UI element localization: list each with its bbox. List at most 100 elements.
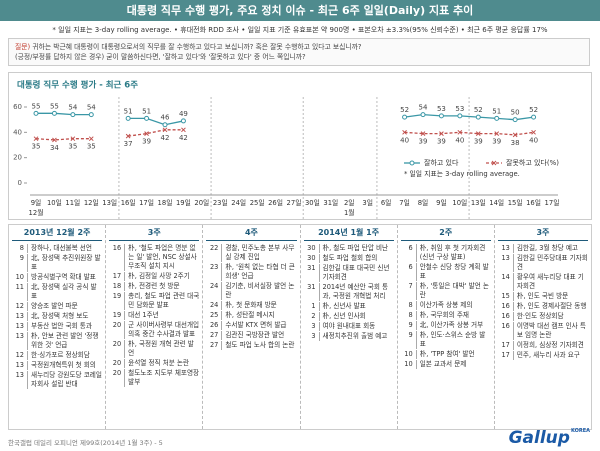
x-tick-label: 8일 — [418, 198, 429, 207]
event-text: 朴, 신년사 발표 — [322, 302, 366, 310]
event-item: 10 방공식별구역 확대 발표 — [12, 273, 102, 282]
event-item: 3 여야 원내대표 회동 — [304, 322, 394, 331]
event-text: 경찰, 민주노총 본부 사무실 강제 진입 — [225, 244, 295, 261]
data-label: 53 — [437, 105, 446, 113]
point — [144, 131, 149, 136]
data-label: 54 — [87, 104, 96, 112]
event-day: 6 — [401, 244, 417, 262]
event-text: 윤석열 정직 처분 논란 — [128, 359, 190, 367]
x-tick-label: 11일 — [65, 198, 80, 207]
event-text: 민주, 새누리 사과 요구 — [516, 351, 580, 359]
x-tick-label: 6일 — [381, 198, 392, 207]
x-tick-label: 17일 — [139, 198, 154, 207]
x-tick-label: 13일 — [471, 198, 486, 207]
data-label: 39 — [474, 138, 483, 146]
event-text: 朴, 'TPP 참여' 발언 — [419, 350, 475, 358]
event-text: 김기춘, 비서실장 발언 논란 — [225, 282, 295, 299]
event-text: 총리, 철도 파업 관련 대국민 담화문 발표 — [128, 292, 200, 309]
event-day: 17 — [498, 341, 514, 350]
point — [438, 113, 444, 119]
event-day: 11 — [12, 283, 28, 301]
event-text: 朴, 취임 후 첫 기자회견 (신년 구상 발표) — [419, 244, 486, 261]
week-title: 2주 — [400, 227, 491, 241]
week-column: 3주 16 朴, '철도 파업은 명분 없는 일' 발언, NSC 상설사무조직 설… — [106, 225, 204, 429]
event-text: 군 사이버사령부 대선개입 의혹 중간 수사결과 발표 — [128, 321, 200, 338]
x-tick-label: 25일 — [250, 198, 265, 207]
point — [494, 115, 500, 121]
event-day: 10 — [401, 360, 417, 369]
logo-name: Gallup — [508, 428, 570, 448]
point — [52, 137, 57, 143]
header-title: 대통령 직무 수행 평가, 주요 정치 이슈 - 최근 6주 일일(Daily)… — [0, 0, 600, 21]
x-tick-label: 2일 — [344, 198, 355, 207]
x-tick-label: 31일 — [323, 198, 338, 207]
event-item: 20 朴, 국정원 개혁 관련 발언 — [109, 340, 199, 358]
event-day: 31 — [304, 264, 320, 282]
event-text: 김한길, 3월 창당 예고 — [516, 244, 578, 252]
point — [494, 131, 500, 136]
event-item: 13 朴, 안보 관련 발언 '정쟁 위한 것' 언급 — [12, 332, 102, 350]
point — [439, 131, 444, 136]
point — [475, 114, 481, 120]
question-label: 질문) — [15, 43, 31, 51]
event-item: 11 北, 장성택 실각 공식 발표 — [12, 283, 102, 301]
event-day: 22 — [206, 244, 223, 262]
event-item: 24 김기춘, 비서실장 발언 논란 — [206, 282, 296, 300]
header-note: * 일일 지표는 3-day rolling average. • 휴대전화 R… — [52, 26, 548, 34]
point — [33, 110, 39, 116]
data-label: 55 — [32, 102, 41, 110]
x-tick-label: 9일 — [436, 198, 447, 207]
event-item: 16 朴, 인도 경제사절단 동행 — [498, 302, 588, 311]
event-item: 14 황우여 새누리당 대표 기자회견 — [498, 273, 588, 291]
event-day: 1 — [304, 302, 320, 311]
event-day: 18 — [109, 282, 126, 291]
event-item: 13 새누리당 강원도당 코레일 자회사 설립 반대 — [12, 371, 102, 389]
event-item: 13 김한길 민주당대표 기자회견 — [498, 254, 588, 272]
event-item: 17 朴, 김정일 사망 2주기 — [109, 272, 199, 281]
point — [475, 131, 481, 136]
event-text: 北, 장성택 추진위원장 발표 — [31, 254, 101, 271]
event-text: 김관진 국방장관 발언 — [225, 331, 285, 339]
event-item: 27 김관진 국방장관 발언 — [206, 331, 296, 340]
x-tick-label: 30일 — [305, 198, 320, 207]
data-label: 52 — [400, 106, 409, 114]
point — [33, 136, 39, 142]
question-line: 질문) 귀하는 박근혜 대통령이 대통령으로서의 직무를 잘 수행하고 있다고 … — [15, 42, 583, 52]
event-item: 31 2014년 예산안 국회 통과, 국정원 개혁법 처리 — [304, 283, 394, 301]
event-day: 20 — [109, 340, 126, 358]
event-day: 20 — [109, 359, 126, 368]
week-column: 3주 13 김한길, 3월 창당 예고 13 김한길 민주당대표 기자회견 14 황우여 새… — [495, 225, 591, 429]
event-item: 13 김한길, 3월 창당 예고 — [498, 244, 588, 253]
data-label: 49 — [179, 110, 188, 118]
event-day: 7 — [401, 282, 417, 300]
event-text: 여야 원내대표 회동 — [322, 322, 376, 330]
point — [70, 136, 76, 142]
event-day: 19 — [109, 292, 126, 310]
event-text: 일본 교과서 문제 — [419, 360, 467, 368]
point — [512, 117, 518, 123]
x-tick-label: 14일 — [489, 198, 504, 207]
x-tick-label: 27일 — [287, 198, 302, 207]
event-text: 朴, 첫 문화재 방문 — [225, 301, 277, 309]
event-day: 9 — [401, 321, 417, 330]
event-item: 8 朴, 국무회의 주재 — [401, 311, 491, 320]
event-day: 13 — [12, 322, 28, 331]
legend-label: 잘하고 있다 — [424, 158, 459, 167]
event-day: 13 — [498, 244, 514, 253]
event-text: 2014년 예산안 국회 통과, 국정원 개혁법 처리 — [322, 283, 389, 300]
event-day: 13 — [12, 361, 28, 370]
x-tick-label: 20일 — [194, 198, 209, 207]
point — [181, 127, 186, 133]
event-item: 9 北, 이산가족 상봉 거부 — [401, 321, 491, 330]
x-tick-label: 15일 — [508, 198, 523, 207]
data-label: 34 — [50, 144, 59, 152]
question-line: (긍정/부정률 답하지 않은 경우) 굳이 말씀하신다면, '잘하고 있다'와 … — [15, 53, 306, 61]
week-column: 2013년 12월 2주 8 장하나, 대선불복 선언 9 北, 장성택 추진위원장 발… — [9, 225, 107, 429]
weeks-table: 2013년 12월 2주 8 장하나, 대선불복 선언 9 北, 장성택 추진위원장 발… — [8, 224, 592, 430]
week-title: 3주 — [109, 227, 200, 241]
point — [144, 115, 150, 121]
event-text: 朴, '통일은 대박' 발언 논란 — [419, 282, 489, 299]
x-tick-label: 26일 — [268, 198, 283, 207]
event-text: 김한길 민주당대표 기자회견 — [516, 254, 588, 271]
y-tick-label: 60 — [13, 103, 22, 111]
